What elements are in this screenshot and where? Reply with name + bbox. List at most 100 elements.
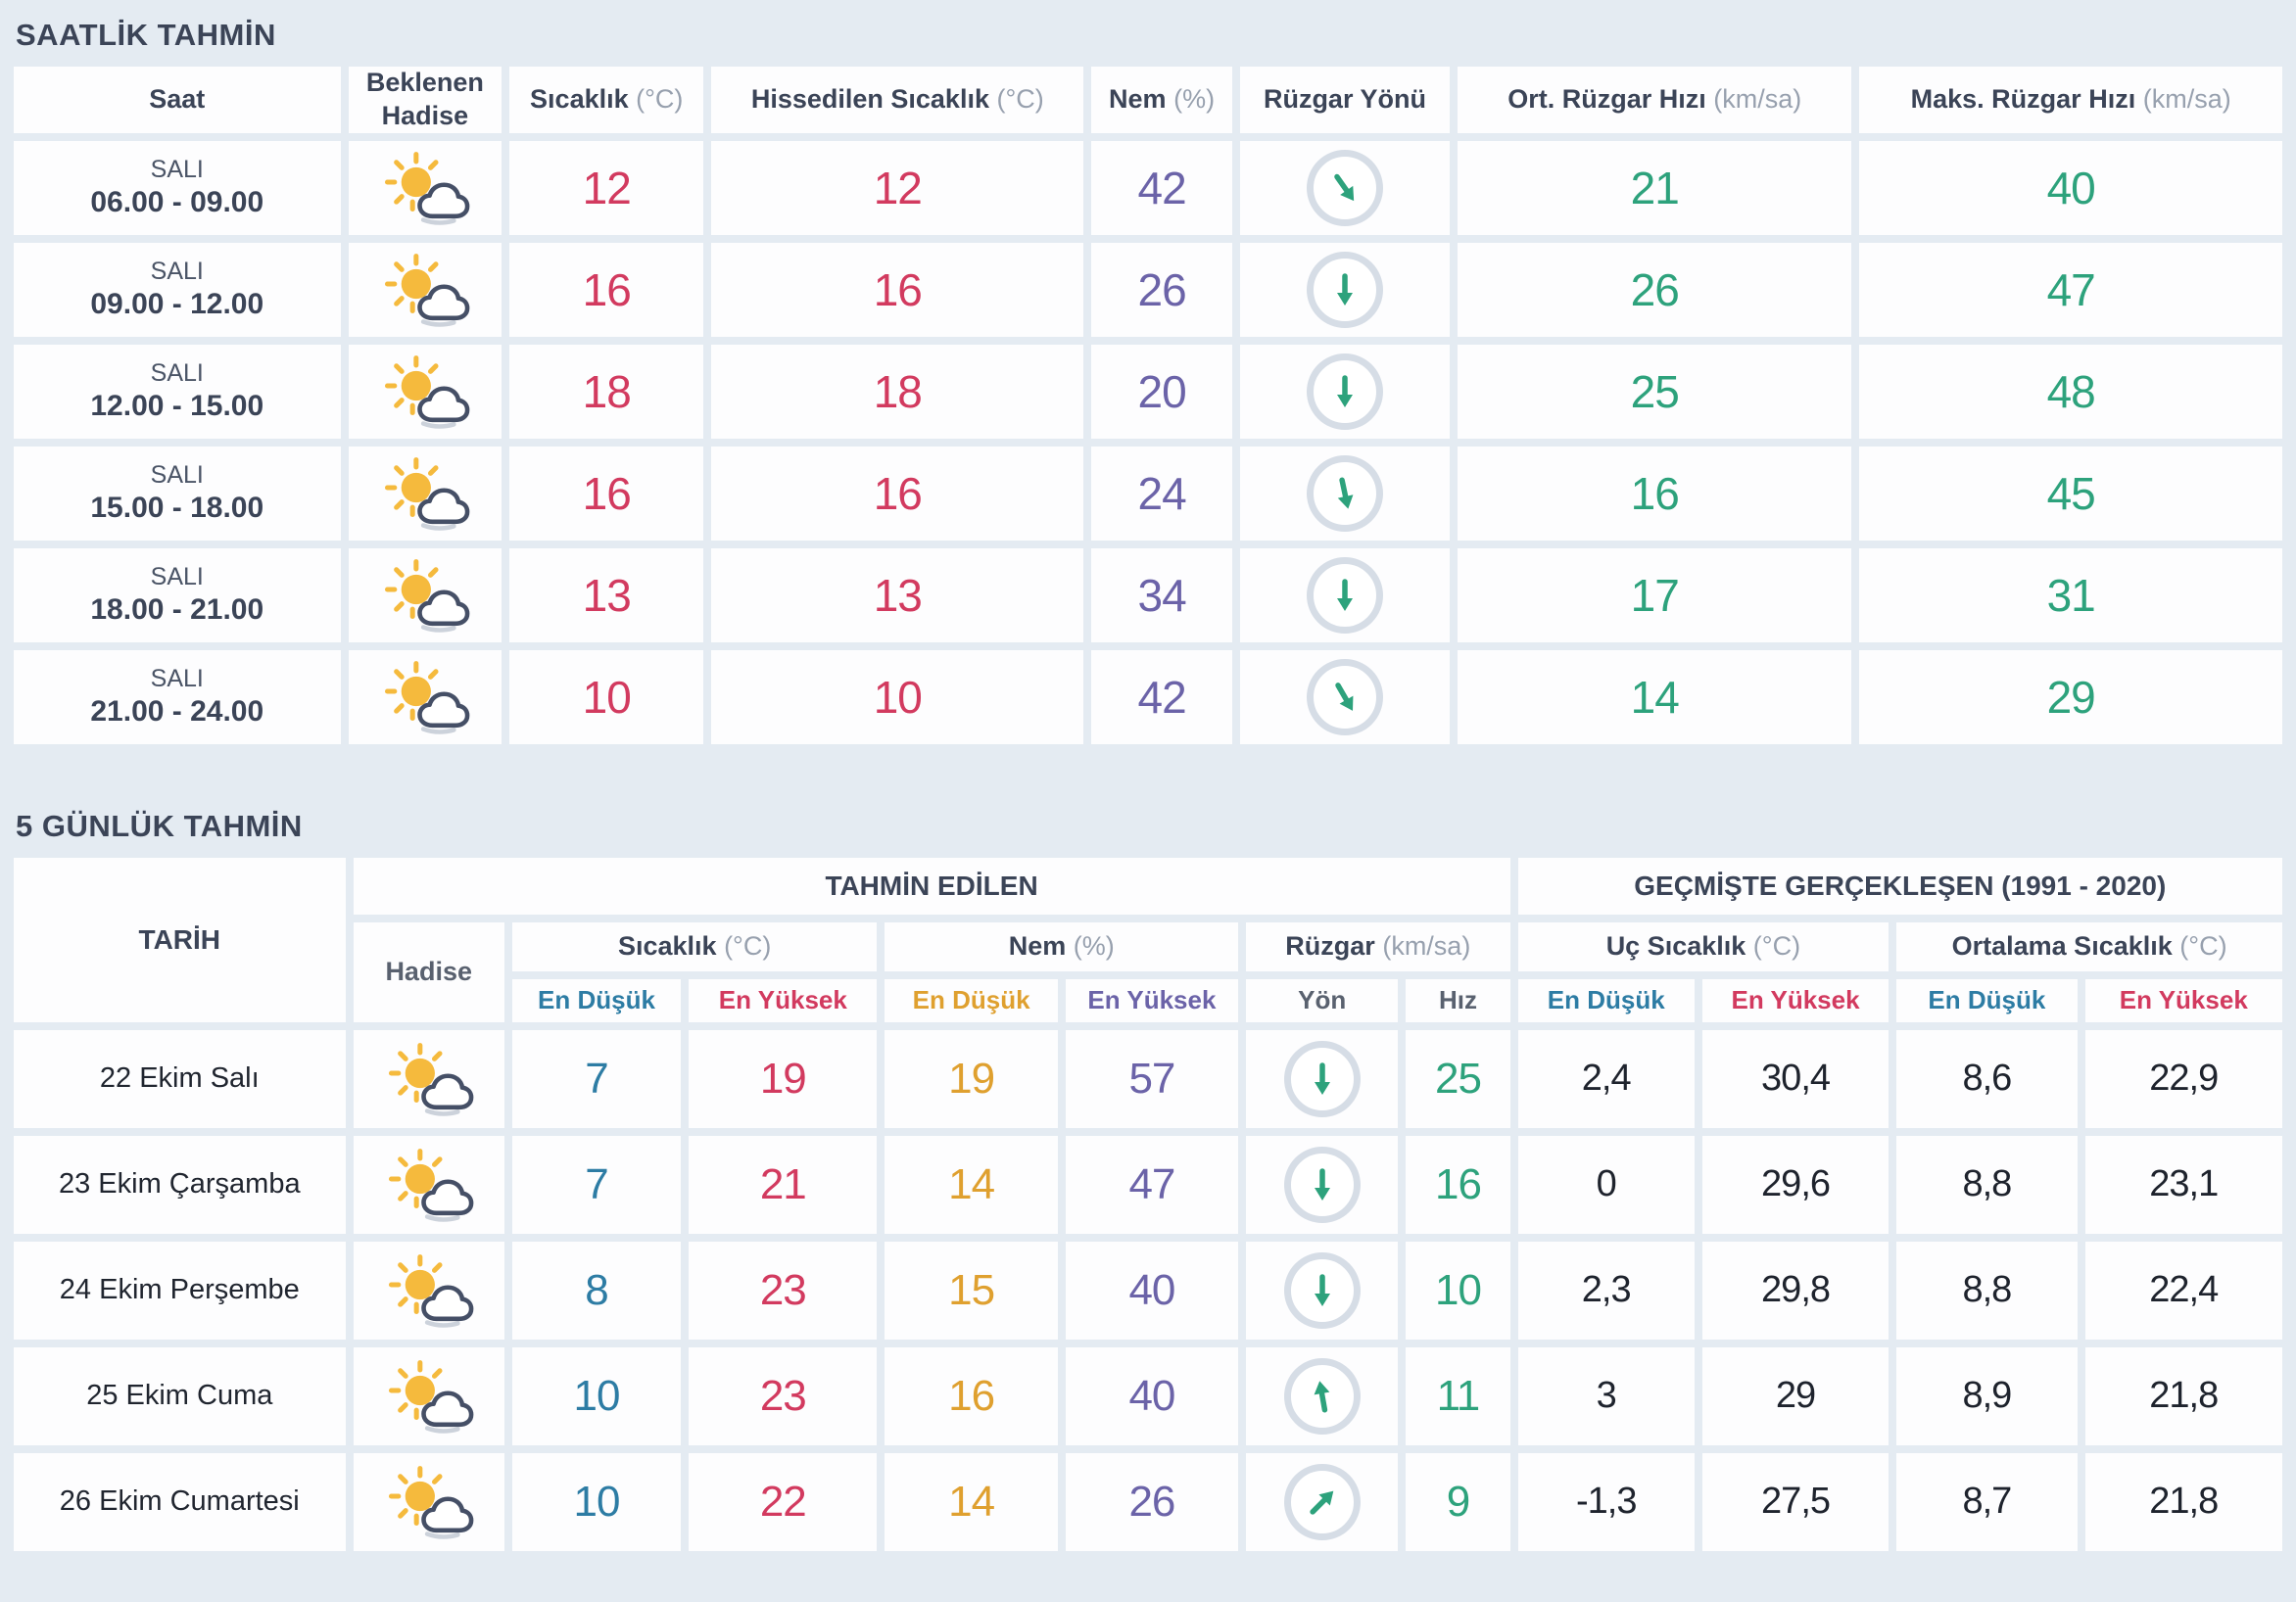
humidity-value: 42 <box>1091 140 1232 235</box>
wind-direction-cell <box>1239 446 1451 541</box>
avg-wind-speed-value: 14 <box>1458 649 1852 744</box>
partly-cloudy-icon <box>384 152 470 225</box>
wind-direction-cell <box>1239 344 1451 439</box>
humidity-min-value: 16 <box>885 1346 1058 1445</box>
leaf-header-hiz: Hız <box>1406 978 1510 1022</box>
group-header-gecmiste-gerceklesen: GEÇMİŞTE GERÇEKLEŞEN (1991 - 2020) <box>1517 857 2282 915</box>
humidity-min-value: 19 <box>885 1029 1058 1128</box>
average-min-value: 8,7 <box>1896 1452 2078 1551</box>
day-label: SALI <box>150 155 204 183</box>
subgroup-header-nem: Nem (%) <box>885 921 1239 971</box>
wind-direction-cell <box>1239 649 1451 744</box>
wind-speed-value: 9 <box>1406 1452 1510 1551</box>
temperature-value: 16 <box>509 446 704 541</box>
hour-range-cell: SALI 15.00 - 18.00 <box>14 446 341 541</box>
wind-speed-value: 10 <box>1406 1241 1510 1340</box>
humidity-value: 42 <box>1091 649 1232 744</box>
subgroup-header-sicaklik: Sıcaklık (°C) <box>511 921 878 971</box>
average-max-value: 21,8 <box>2084 1346 2282 1445</box>
max-wind-speed-value: 40 <box>1859 140 2282 235</box>
time-range-label: 18.00 - 21.00 <box>90 592 264 626</box>
hourly-table-row: SALI 15.00 - 18.00 16 16 24 <box>14 446 2282 541</box>
hourly-table-row: SALI 12.00 - 15.00 18 18 20 <box>14 344 2282 439</box>
max-wind-speed-value: 29 <box>1859 649 2282 744</box>
wind-speed-value: 25 <box>1406 1029 1510 1128</box>
extreme-min-value: 3 <box>1517 1346 1695 1445</box>
hour-range-cell: SALI 09.00 - 12.00 <box>14 242 341 337</box>
temperature-value: 18 <box>509 344 704 439</box>
col-header-hissedilen: Hissedilen Sıcaklık (°C) <box>711 67 1084 133</box>
leaf-header-temp-high: En Yüksek <box>689 978 878 1022</box>
humidity-min-value: 14 <box>885 1135 1058 1234</box>
humidity-value: 34 <box>1091 547 1232 642</box>
condition-cell <box>353 1241 504 1340</box>
hour-range-cell: SALI 18.00 - 21.00 <box>14 547 341 642</box>
wind-arrow-icon <box>1337 477 1354 509</box>
condition-cell <box>353 1135 504 1234</box>
leaf-header-avg-low: En Düşük <box>1896 978 2078 1022</box>
daily-section-title: 5 GÜNLÜK TAHMİN <box>16 808 303 843</box>
wind-direction-icon <box>1306 353 1383 430</box>
temp-max-value: 21 <box>689 1135 878 1234</box>
wind-arrow-icon <box>1335 682 1354 711</box>
average-max-value: 23,1 <box>2084 1135 2282 1234</box>
temp-min-value: 10 <box>511 1452 682 1551</box>
hour-range-cell: SALI 06.00 - 09.00 <box>14 140 341 235</box>
max-wind-speed-value: 45 <box>1859 446 2282 541</box>
extreme-max-value: 27,5 <box>1701 1452 1889 1551</box>
daily-table-row: 23 Ekim Çarşamba 7 21 14 47 <box>14 1135 2282 1234</box>
expected-condition-cell <box>348 242 502 337</box>
temp-min-value: 10 <box>511 1346 682 1445</box>
temp-max-value: 23 <box>689 1346 878 1445</box>
leaf-header-yon: Yön <box>1246 978 1399 1022</box>
extreme-min-value: 2,3 <box>1517 1241 1695 1340</box>
average-max-value: 22,4 <box>2084 1241 2282 1340</box>
wind-arrow-icon <box>1310 1490 1334 1515</box>
day-label: SALI <box>150 562 204 590</box>
col-header-hadise: Hadise <box>353 921 504 1022</box>
humidity-max-value: 40 <box>1065 1241 1239 1340</box>
wind-direction-icon <box>1283 1357 1361 1435</box>
daily-section: 5 GÜNLÜK TAHMİN TARİH TAHMİN EDİLEN GEÇM… <box>6 809 2290 1559</box>
average-max-value: 21,8 <box>2084 1452 2282 1551</box>
max-wind-speed-value: 31 <box>1859 547 2282 642</box>
wind-direction-cell <box>1239 547 1451 642</box>
average-min-value: 8,8 <box>1896 1135 2078 1234</box>
partly-cloudy-icon <box>388 1149 474 1222</box>
humidity-value: 26 <box>1091 242 1232 337</box>
humidity-min-value: 15 <box>885 1241 1058 1340</box>
leaf-header-avg-high: En Yüksek <box>2084 978 2282 1022</box>
wind-direction-cell <box>1246 1346 1399 1445</box>
humidity-max-value: 26 <box>1065 1452 1239 1551</box>
leaf-header-temp-low: En Düşük <box>511 978 682 1022</box>
date-cell: 26 Ekim Cumartesi <box>14 1452 346 1551</box>
avg-wind-speed-value: 25 <box>1458 344 1852 439</box>
leaf-header-ext-high: En Yüksek <box>1701 978 1889 1022</box>
avg-wind-speed-value: 17 <box>1458 547 1852 642</box>
wind-arrow-icon <box>1314 1380 1330 1413</box>
daily-table-row: 24 Ekim Perşembe 8 23 15 40 <box>14 1241 2282 1340</box>
extreme-min-value: 0 <box>1517 1135 1695 1234</box>
daily-table-row: 26 Ekim Cumartesi 10 22 14 26 <box>14 1452 2282 1551</box>
temperature-value: 10 <box>509 649 704 744</box>
wind-direction-icon <box>1306 149 1383 226</box>
wind-speed-value: 16 <box>1406 1135 1510 1234</box>
humidity-value: 20 <box>1091 344 1232 439</box>
hour-range-cell: SALI 21.00 - 24.00 <box>14 649 341 744</box>
partly-cloudy-icon <box>384 355 470 429</box>
wind-direction-icon <box>1283 1251 1361 1329</box>
wind-arrow-icon <box>1334 173 1355 201</box>
col-header-tarih: TARİH <box>14 857 346 1022</box>
feels-like-value: 13 <box>711 547 1084 642</box>
time-range-label: 09.00 - 12.00 <box>90 287 264 320</box>
temperature-value: 16 <box>509 242 704 337</box>
date-cell: 22 Ekim Salı <box>14 1029 346 1128</box>
hourly-section: SAATLİK TAHMİN Saat Beklenen Hadise Sıca… <box>6 18 2290 752</box>
col-header-sicaklik: Sıcaklık (°C) <box>509 67 704 133</box>
time-range-label: 12.00 - 15.00 <box>90 389 264 422</box>
temp-max-value: 22 <box>689 1452 878 1551</box>
wind-speed-value: 11 <box>1406 1346 1510 1445</box>
wind-arrow-icon <box>1314 1273 1330 1306</box>
expected-condition-cell <box>348 649 502 744</box>
day-label: SALI <box>150 664 204 692</box>
